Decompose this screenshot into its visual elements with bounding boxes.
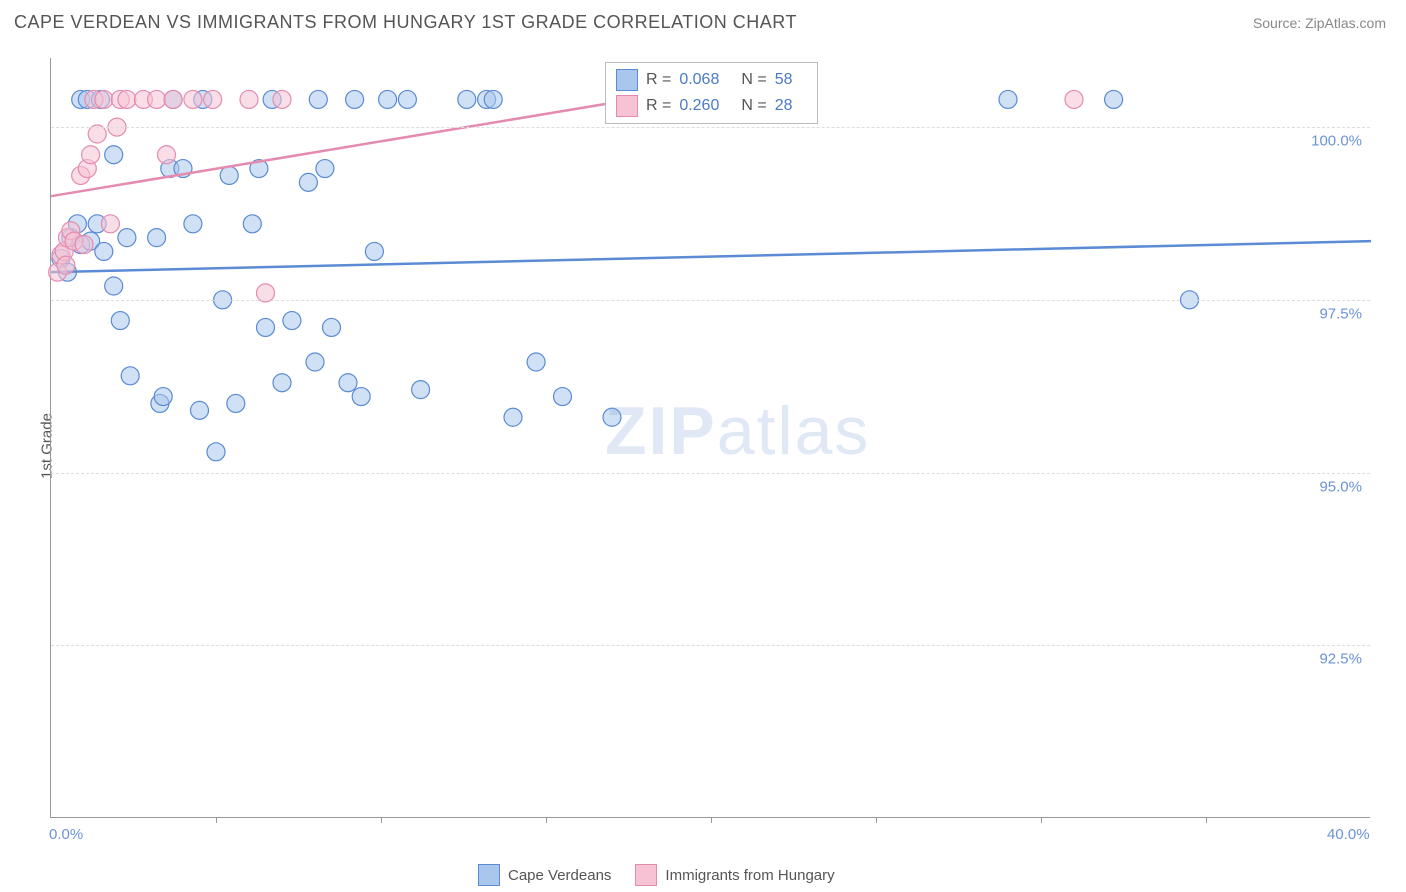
x-tick-label: 0.0% <box>49 826 83 843</box>
data-point <box>204 90 222 108</box>
legend-swatch <box>478 864 500 886</box>
data-point <box>398 90 416 108</box>
series-name: Immigrants from Hungary <box>665 867 834 884</box>
n-value: 28 <box>775 97 793 115</box>
data-point <box>504 408 522 426</box>
data-point <box>458 90 476 108</box>
data-point <box>999 90 1017 108</box>
data-point <box>257 318 275 336</box>
correlation-legend: R = 0.068 N = 58 R = 0.260 N = 28 <box>605 62 818 124</box>
y-tick-label: 100.0% <box>1311 133 1362 150</box>
data-point <box>603 408 621 426</box>
chart-plot-area: ZIPatlas R =0.068N =58R =0.260N =28 92.5… <box>50 58 1370 818</box>
data-point <box>95 90 113 108</box>
n-value: 58 <box>775 71 793 89</box>
data-point <box>365 242 383 260</box>
data-point <box>243 215 261 233</box>
data-point <box>111 312 129 330</box>
series-name: Cape Verdeans <box>508 867 611 884</box>
data-point <box>57 256 75 274</box>
gridline <box>51 127 1370 128</box>
data-point <box>283 312 301 330</box>
data-point <box>412 381 430 399</box>
data-point <box>184 90 202 108</box>
data-point <box>484 90 502 108</box>
gridline <box>51 645 1370 646</box>
data-point <box>118 90 136 108</box>
data-point <box>121 367 139 385</box>
legend-swatch <box>616 69 638 91</box>
trend-line <box>51 241 1371 272</box>
data-point <box>323 318 341 336</box>
x-tick <box>1206 817 1207 823</box>
data-point <box>95 242 113 260</box>
data-point <box>309 90 327 108</box>
data-point <box>82 146 100 164</box>
y-tick-label: 92.5% <box>1319 651 1362 668</box>
x-tick <box>381 817 382 823</box>
data-point <box>299 173 317 191</box>
data-point <box>184 215 202 233</box>
y-tick-label: 95.0% <box>1319 478 1362 495</box>
gridline <box>51 473 1370 474</box>
data-point <box>207 443 225 461</box>
scatter-plot-svg <box>51 58 1370 817</box>
x-tick-label: 40.0% <box>1327 826 1370 843</box>
data-point <box>352 388 370 406</box>
x-tick <box>546 817 547 823</box>
data-point <box>1065 90 1083 108</box>
data-point <box>101 215 119 233</box>
legend-row: R = 0.068 N = 58 <box>616 67 807 93</box>
data-point <box>105 146 123 164</box>
data-point <box>118 229 136 247</box>
data-point <box>227 394 245 412</box>
r-value: 0.068 <box>679 71 719 89</box>
data-point <box>316 160 334 178</box>
series-legend: Cape Verdeans Immigrants from Hungary <box>478 864 835 886</box>
data-point <box>191 401 209 419</box>
data-point <box>158 146 176 164</box>
data-point <box>148 229 166 247</box>
legend-swatch <box>635 864 657 886</box>
legend-item: Immigrants from Hungary <box>635 864 834 886</box>
data-point <box>379 90 397 108</box>
x-tick <box>1041 817 1042 823</box>
n-label: N = <box>741 71 766 89</box>
source-attribution: Source: ZipAtlas.com <box>1253 15 1386 31</box>
trend-line <box>51 103 612 196</box>
data-point <box>220 166 238 184</box>
y-tick-label: 97.5% <box>1319 305 1362 322</box>
chart-title: CAPE VERDEAN VS IMMIGRANTS FROM HUNGARY … <box>14 12 797 33</box>
data-point <box>105 277 123 295</box>
data-point <box>273 374 291 392</box>
data-point <box>1105 90 1123 108</box>
x-tick <box>216 817 217 823</box>
r-label: R = <box>646 97 671 115</box>
data-point <box>75 236 93 254</box>
x-tick <box>711 817 712 823</box>
r-value: 0.260 <box>679 97 719 115</box>
data-point <box>154 388 172 406</box>
data-point <box>273 90 291 108</box>
r-label: R = <box>646 71 671 89</box>
legend-swatch <box>616 95 638 117</box>
data-point <box>527 353 545 371</box>
data-point <box>339 374 357 392</box>
legend-item: Cape Verdeans <box>478 864 611 886</box>
gridline <box>51 300 1370 301</box>
data-point <box>346 90 364 108</box>
x-tick <box>876 817 877 823</box>
data-point <box>554 388 572 406</box>
data-point <box>240 90 258 108</box>
legend-row: R = 0.260 N = 28 <box>616 93 807 119</box>
data-point <box>306 353 324 371</box>
data-point <box>148 90 166 108</box>
n-label: N = <box>741 97 766 115</box>
data-point <box>164 90 182 108</box>
